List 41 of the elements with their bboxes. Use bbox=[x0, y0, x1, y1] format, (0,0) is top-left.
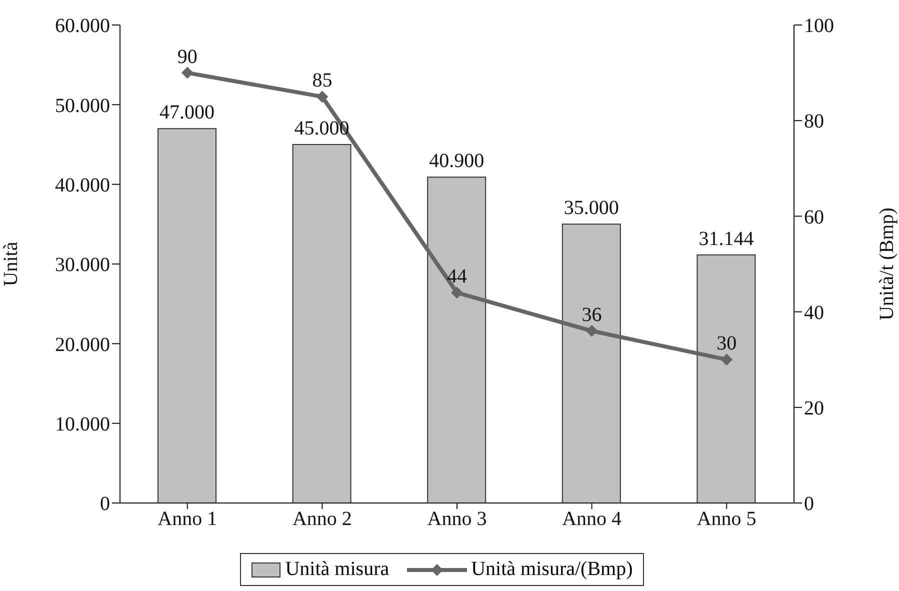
y2-tick-label: 100 bbox=[804, 15, 834, 38]
data-label: 30 bbox=[716, 332, 737, 355]
bar bbox=[158, 128, 216, 503]
y2-axis-title: Unità/t (Bmp) bbox=[876, 208, 898, 320]
y2-tick-label: 60 bbox=[804, 206, 824, 228]
y2-tick-label: 0 bbox=[804, 493, 814, 516]
x-tick-label: Anno 4 bbox=[562, 508, 622, 530]
y-axis-title: Unità bbox=[0, 242, 22, 286]
x-tick-label: Anno 5 bbox=[696, 508, 756, 530]
x-tick-label: Anno 2 bbox=[292, 508, 352, 530]
x-tick-label: Anno 1 bbox=[158, 508, 218, 530]
y-tick-label: 50.000 bbox=[55, 94, 110, 117]
bar bbox=[427, 176, 486, 503]
data-label: 90 bbox=[177, 46, 198, 68]
legend-label: Unità misura bbox=[285, 558, 390, 581]
y2-tick-label: 20 bbox=[804, 398, 824, 420]
data-label: 85 bbox=[312, 70, 332, 92]
point bbox=[586, 324, 598, 337]
bar bbox=[696, 254, 756, 503]
bar bbox=[292, 144, 352, 503]
data-label: 40.900 bbox=[429, 150, 484, 172]
y-tick-label: 10.000 bbox=[55, 413, 110, 436]
y2-tick-label: 40 bbox=[804, 302, 824, 324]
y-tick-label: 40.000 bbox=[55, 174, 110, 196]
data-label: 47.000 bbox=[160, 102, 214, 124]
point bbox=[316, 90, 328, 103]
data-label: 35.000 bbox=[564, 197, 619, 220]
y-tick-label: 0 bbox=[100, 493, 110, 516]
point bbox=[451, 286, 463, 299]
data-label: 31.144 bbox=[698, 228, 754, 250]
point bbox=[720, 354, 733, 366]
y2-tick-label: 80 bbox=[804, 110, 824, 133]
legend-label: Unità misura/(Bmp) bbox=[471, 558, 633, 581]
x-tick-label: Anno 3 bbox=[427, 508, 487, 530]
data-label: 44 bbox=[447, 266, 467, 288]
point bbox=[181, 66, 194, 79]
y-tick-label: 30.000 bbox=[55, 254, 110, 276]
data-label: 36 bbox=[582, 304, 602, 326]
bar bbox=[562, 224, 621, 503]
y-tick-label: 60.000 bbox=[55, 15, 110, 38]
y-tick-label: 20.000 bbox=[55, 334, 110, 356]
